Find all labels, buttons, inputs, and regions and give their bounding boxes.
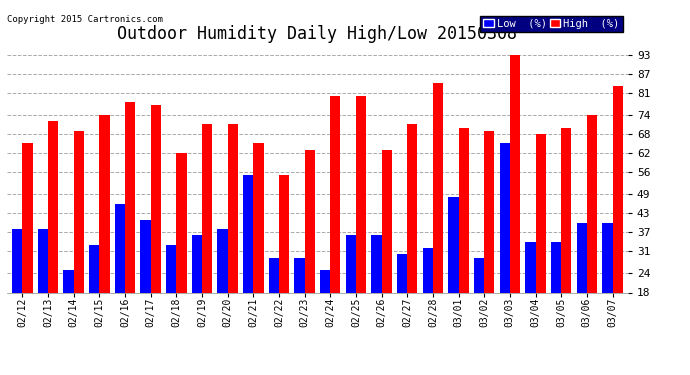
Bar	[433, 83, 443, 292]
Bar	[422, 248, 433, 292]
Bar	[295, 258, 304, 292]
Bar	[304, 150, 315, 292]
Bar	[125, 102, 135, 292]
Bar	[202, 124, 213, 292]
Bar	[371, 236, 382, 292]
Bar	[176, 153, 186, 292]
Bar	[510, 54, 520, 292]
Bar	[228, 124, 238, 292]
Bar	[551, 242, 561, 292]
Bar	[577, 223, 586, 292]
Bar	[382, 150, 392, 292]
Bar	[243, 175, 253, 292]
Bar	[63, 270, 74, 292]
Bar	[38, 229, 48, 292]
Bar	[331, 96, 340, 292]
Bar	[74, 130, 84, 292]
Bar	[12, 229, 22, 292]
Bar	[561, 128, 571, 292]
Bar	[535, 134, 546, 292]
Bar	[268, 258, 279, 292]
Bar	[356, 96, 366, 292]
Bar	[89, 245, 99, 292]
Bar	[525, 242, 535, 292]
Bar	[346, 236, 356, 292]
Bar	[602, 223, 613, 292]
Bar	[115, 204, 125, 292]
Bar	[484, 130, 495, 292]
Bar	[320, 270, 331, 292]
Bar	[99, 115, 110, 292]
Bar	[474, 258, 484, 292]
Bar	[448, 197, 459, 292]
Bar	[459, 128, 469, 292]
Text: Copyright 2015 Cartronics.com: Copyright 2015 Cartronics.com	[7, 15, 163, 24]
Bar	[192, 236, 202, 292]
Bar	[150, 105, 161, 292]
Legend: Low  (%), High  (%): Low (%), High (%)	[480, 15, 622, 32]
Bar	[586, 115, 597, 292]
Bar	[140, 219, 150, 292]
Bar	[217, 229, 228, 292]
Title: Outdoor Humidity Daily High/Low 20150308: Outdoor Humidity Daily High/Low 20150308	[117, 26, 518, 44]
Bar	[22, 143, 32, 292]
Bar	[500, 143, 510, 292]
Bar	[253, 143, 264, 292]
Bar	[407, 124, 417, 292]
Bar	[279, 175, 289, 292]
Bar	[48, 121, 58, 292]
Bar	[613, 86, 623, 292]
Bar	[166, 245, 176, 292]
Bar	[397, 254, 407, 292]
